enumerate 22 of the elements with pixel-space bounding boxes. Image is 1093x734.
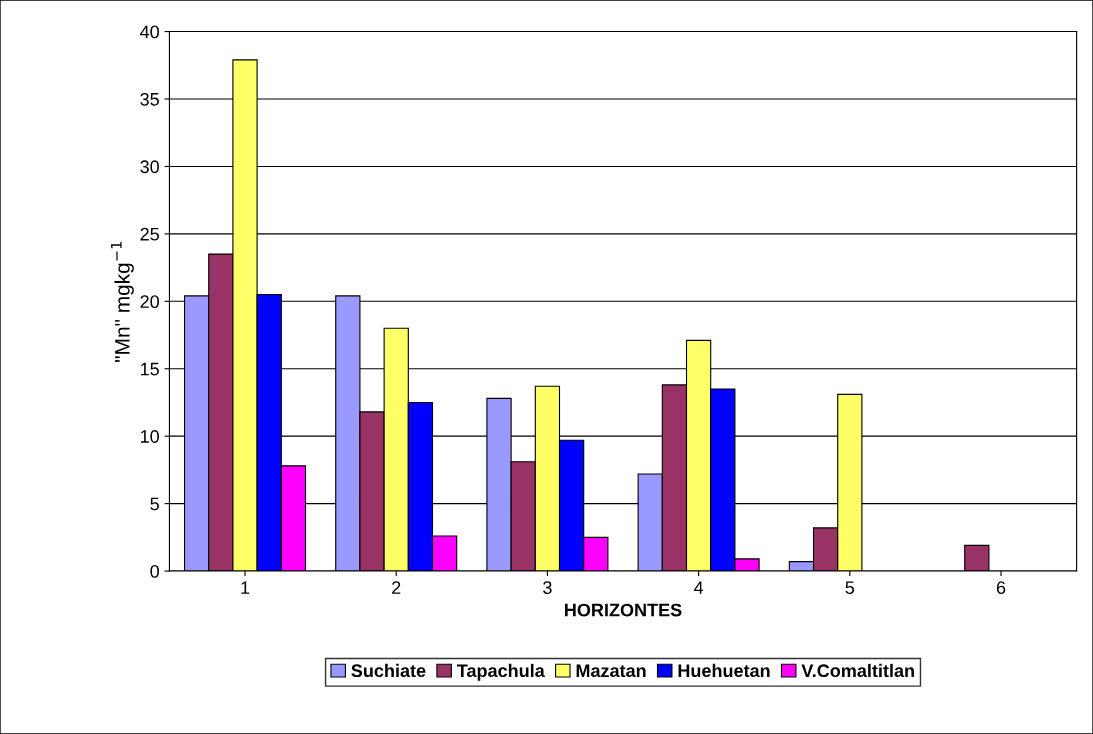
legend-label: V.Comaltitlan: [801, 663, 914, 678]
y-tick-label: 0: [150, 564, 159, 578]
y-tick-label: 15: [140, 362, 159, 376]
y-tick-label: 20: [140, 295, 159, 309]
x-tick-label: 2: [392, 581, 401, 594]
x-tick-label: 3: [543, 581, 552, 595]
y-tick-label: 40: [140, 25, 159, 39]
x-tick-label: 4: [694, 581, 704, 594]
y-tick-label: 5: [150, 497, 159, 511]
legend-label: Tapachula: [456, 663, 545, 681]
y-tick-label: 35: [140, 92, 159, 106]
x-tick-label: 1: [241, 581, 250, 594]
y-tick-label: 10: [140, 430, 159, 443]
x-axis-title: HORIZONTES: [565, 603, 682, 617]
y-axis-title: "Mn" mgkg$^{−1}$: [110, 241, 134, 362]
x-tick-label: 6: [996, 581, 1006, 595]
y-tick-label: 30: [140, 160, 159, 174]
legend-label: Huehuetan: [678, 663, 770, 678]
x-tick-label: 5: [845, 581, 855, 595]
y-tick-label: 25: [140, 227, 159, 241]
legend-label: Mazatan: [576, 664, 646, 678]
legend-label: Suchiate: [351, 663, 426, 678]
